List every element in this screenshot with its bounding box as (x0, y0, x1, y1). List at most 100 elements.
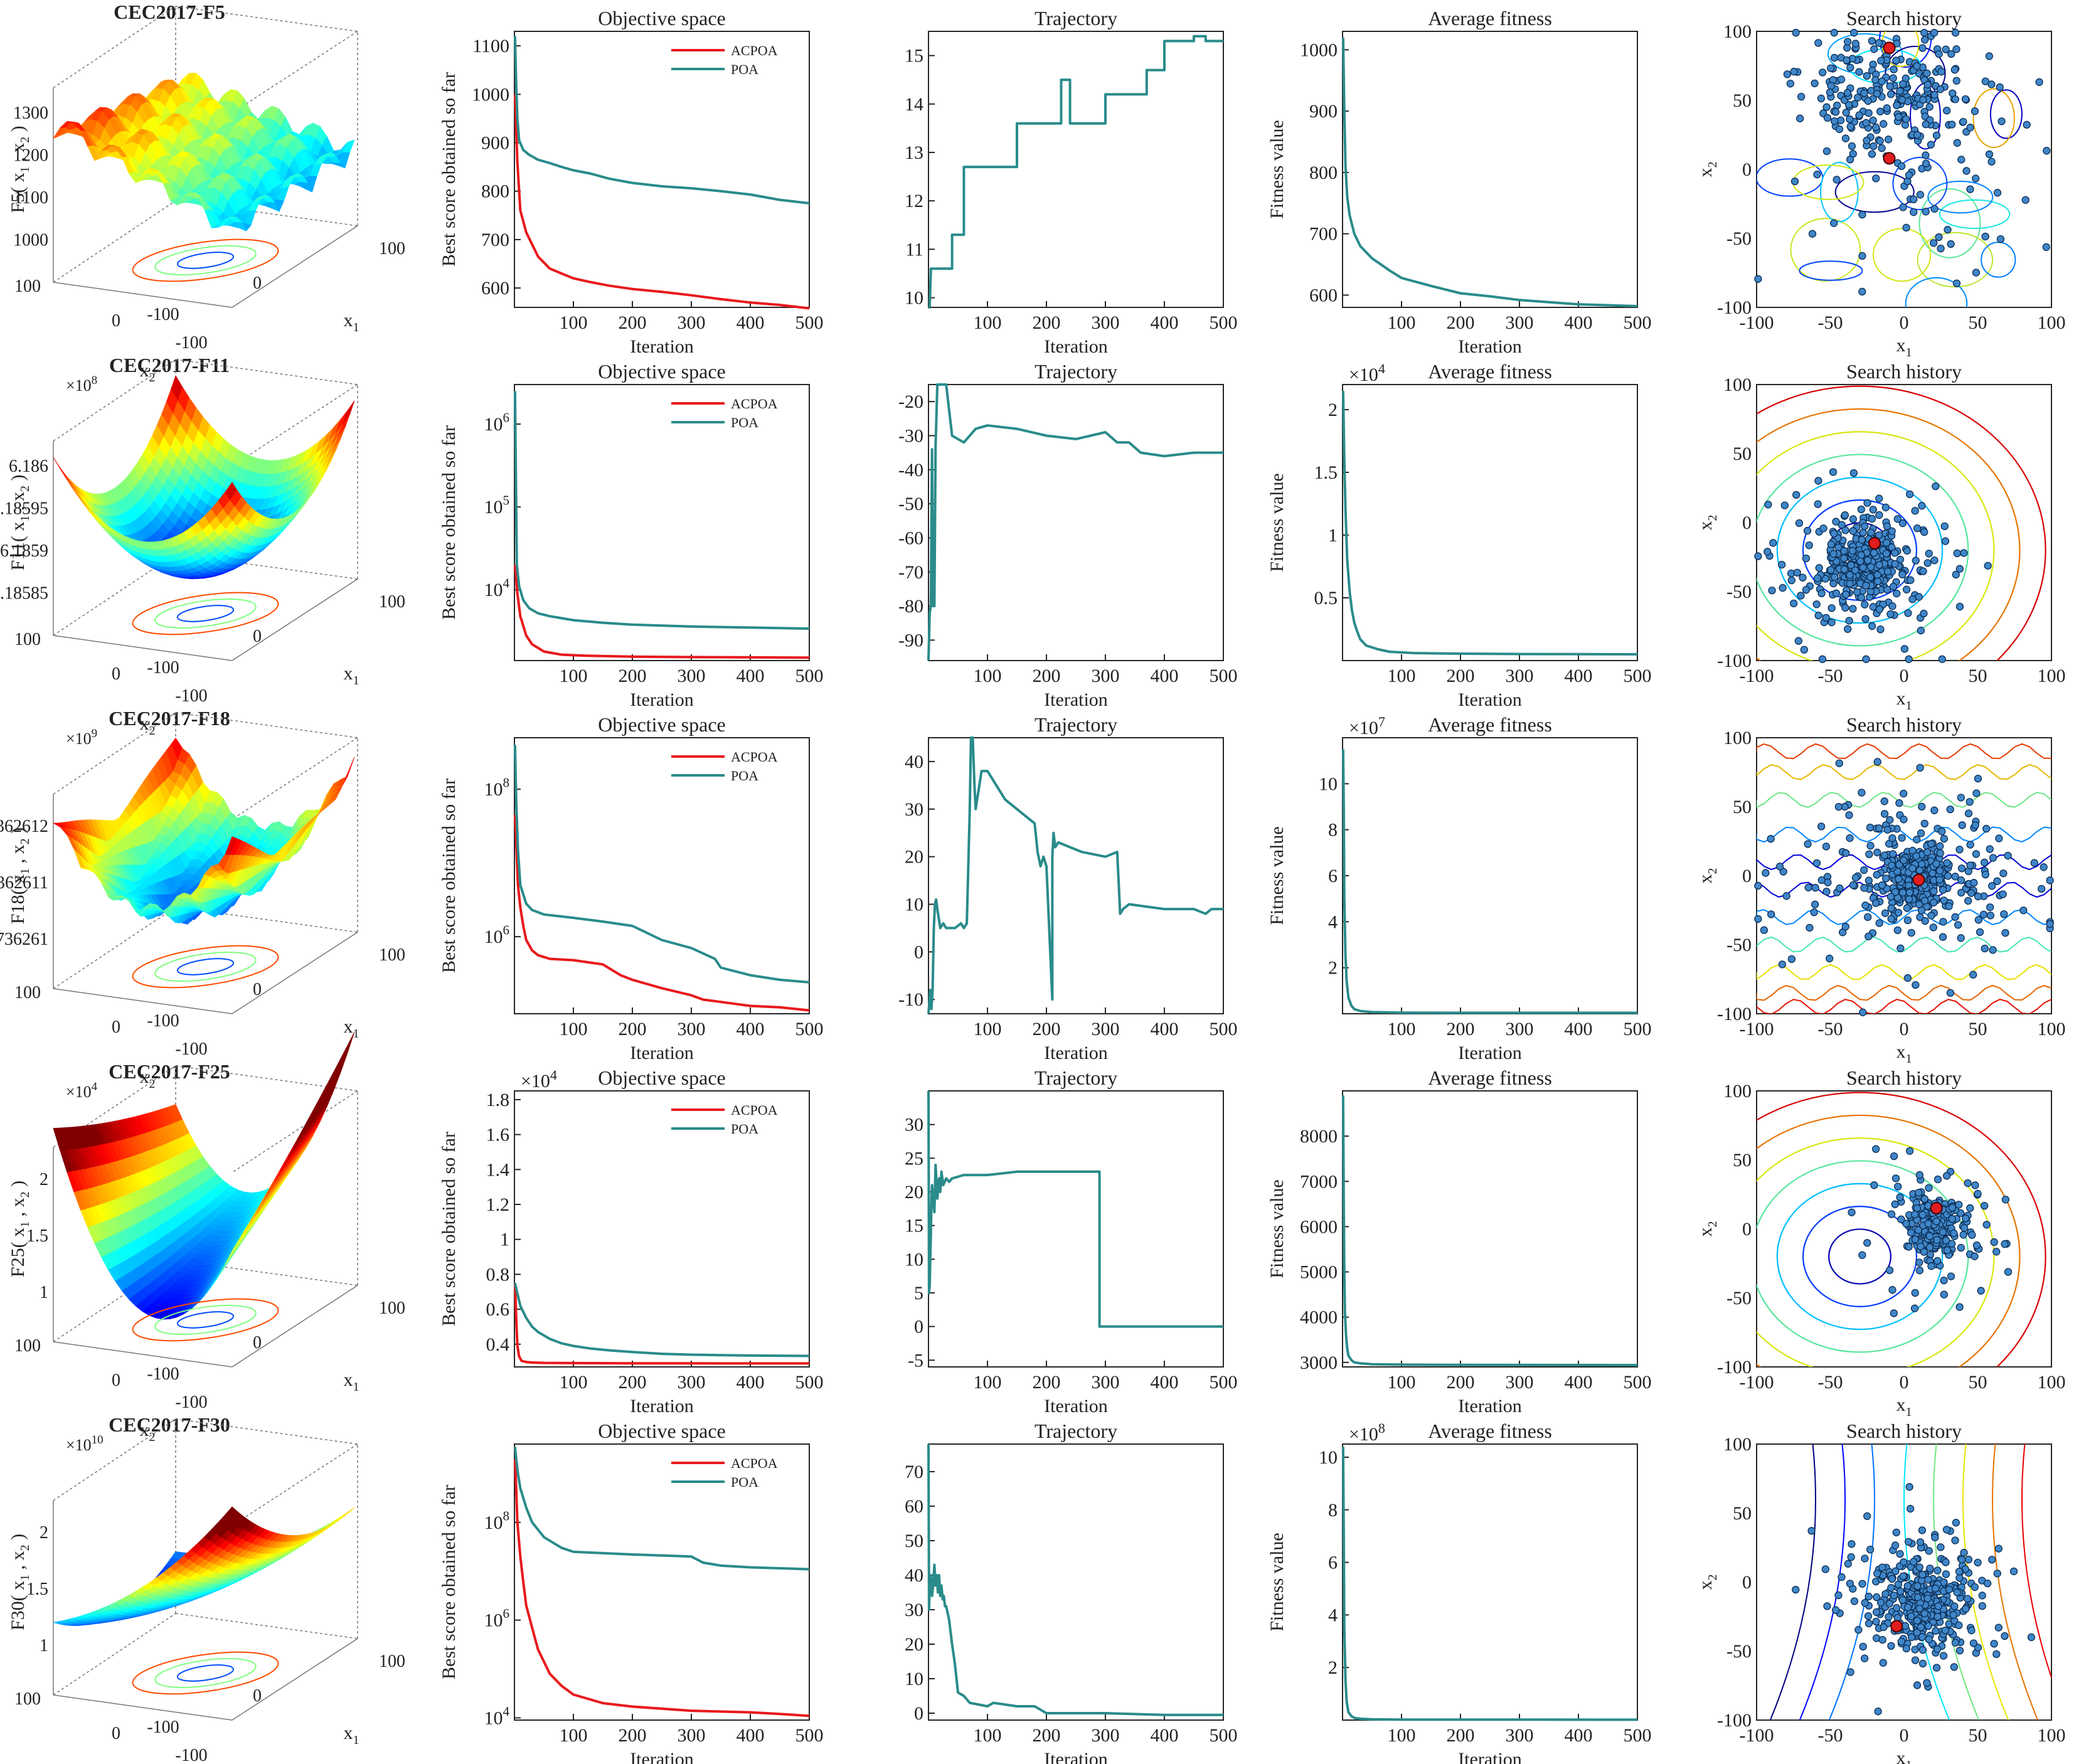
search-point (2001, 1240, 2009, 1248)
search-point (1938, 655, 1946, 663)
search-point (1811, 900, 1819, 908)
search-point (1811, 884, 1819, 892)
search-point (1889, 74, 1897, 82)
search-point (1858, 1251, 1866, 1259)
search-point (1968, 1231, 1976, 1239)
search-point (1953, 549, 1961, 558)
search-point (1905, 1147, 1914, 1155)
tick-label: 11 (905, 239, 923, 260)
x1-tick-label: -100 (147, 1011, 179, 1031)
search-point (1902, 115, 1910, 124)
search-point (1870, 549, 1878, 557)
search-point (1858, 252, 1866, 260)
y-axis-label: Fitness value (1267, 1179, 1287, 1278)
axes-box (1342, 1090, 1638, 1368)
search-point (2004, 1268, 2013, 1276)
search-point (1986, 845, 1994, 853)
search-point (2046, 876, 2054, 885)
search-point (1930, 898, 1938, 907)
search-point (1982, 1221, 1991, 1229)
search-point (1992, 1248, 2001, 1256)
search-point (1887, 1210, 1896, 1218)
tick-label: 7000 (1300, 1171, 1338, 1192)
search-point (1859, 528, 1867, 537)
x-tick-label: 400 (737, 1019, 765, 1039)
x1-axis-label: x1 (344, 310, 359, 334)
search-point (1862, 119, 1870, 127)
tick-label: 104 (484, 576, 510, 601)
search-point (1925, 1184, 1933, 1192)
tick-label: 0 (1742, 1219, 1752, 1240)
x-tick-label: 100 (2038, 312, 2066, 333)
x-tick-label: 200 (1033, 666, 1061, 686)
search-point (1887, 861, 1896, 869)
search-point (1930, 91, 1939, 99)
search-point (1976, 928, 1984, 937)
search-point (1864, 97, 1872, 105)
axis-exponent: ×107 (1349, 714, 1385, 738)
tick-label: 1000 (1300, 40, 1338, 60)
tick-label: 50 (1733, 90, 1752, 111)
search-point (1974, 892, 1982, 901)
x-tick-label: 200 (1033, 1019, 1061, 1039)
x-tick-label: 300 (1506, 312, 1534, 333)
contour-line (1972, 88, 2015, 149)
tick-label: 8000 (1300, 1126, 1338, 1147)
search-point (1943, 1246, 1952, 1255)
x-tick-label: 400 (1151, 312, 1179, 333)
search-point (1903, 974, 1912, 982)
search-point (1859, 1008, 1867, 1016)
search-point (1913, 524, 1922, 533)
x-tick-label: 100 (2038, 1372, 2066, 1393)
z-tick-label: 1000 (13, 230, 48, 250)
search-point (1767, 910, 1775, 918)
tick-label: 5 (914, 1283, 923, 1304)
box-edge (53, 1694, 233, 1721)
objective-panel: 100 200 300 400 5000.40.60.811.21.41.61.8×10… (439, 1066, 824, 1416)
search-point (1894, 1182, 1902, 1191)
search-point (1920, 29, 1928, 37)
search-point (1804, 883, 1812, 891)
search-point (2021, 196, 2030, 204)
legend-label: ACPOA (731, 1102, 778, 1118)
search-point (1898, 570, 1907, 578)
x2-tick-label: 0 (112, 1371, 120, 1390)
search-point (1869, 506, 1877, 514)
axes-box (928, 384, 1224, 661)
x-tick-label: 100 (2038, 1019, 2066, 1039)
tick-label: 800 (1309, 162, 1338, 183)
x-tick-label: 400 (1151, 1019, 1179, 1039)
search-point (1863, 136, 1871, 145)
search-point (1898, 519, 1907, 528)
search-point (1760, 926, 1769, 934)
y-axis-label: Best score obtained so far (439, 425, 459, 620)
x-tick-label: 500 (795, 666, 824, 686)
search-point (1885, 1266, 1894, 1275)
search-point (1805, 541, 1813, 550)
x1-tick-label: 0 (253, 274, 262, 293)
search-point (1907, 928, 1915, 937)
x2-axis-label: x2 (1695, 868, 1720, 884)
search-point (1959, 117, 1967, 126)
series-line-traj (928, 35, 1223, 309)
search-point (1955, 1303, 1964, 1311)
x-axis-label: Iteration (630, 689, 694, 710)
search-point (1814, 612, 1822, 620)
search-point (1940, 522, 1949, 530)
x1-axis-label: x1 (344, 663, 359, 688)
search-point (1905, 490, 1914, 499)
search-point (1899, 80, 1907, 88)
floor-contour (176, 252, 235, 269)
tick-label: -5 (908, 1350, 923, 1371)
search-point (1866, 573, 1875, 582)
tick-label: 0 (1742, 866, 1752, 886)
x2-axis-label: x2 (140, 360, 156, 385)
axes-box (1342, 737, 1638, 1014)
search-point (1782, 892, 1790, 900)
tick-label: 700 (1309, 224, 1338, 245)
box-edge (175, 359, 358, 385)
search-point (1873, 848, 1881, 857)
